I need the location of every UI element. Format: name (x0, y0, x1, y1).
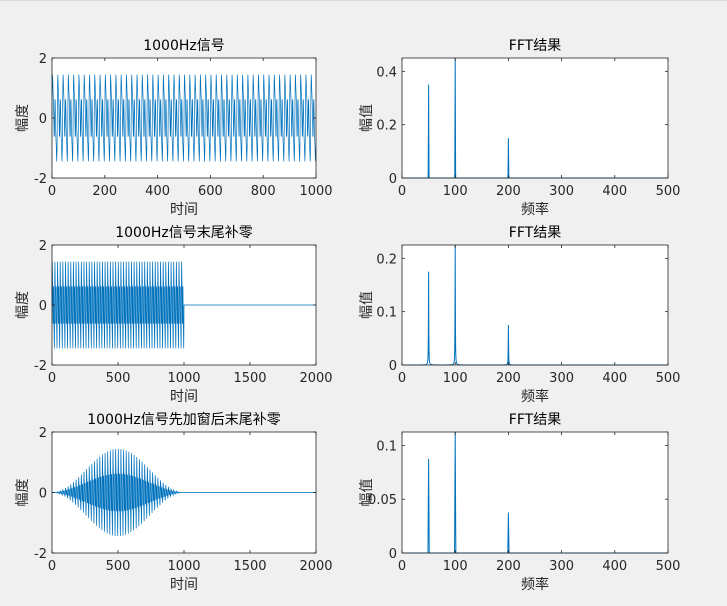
y-axis-label: 幅值 (359, 291, 375, 319)
x-tick-label: 200 (496, 559, 521, 574)
x-tick-label: 500 (656, 371, 681, 386)
chart-title: 1000Hz信号先加窗后末尾补零 (87, 411, 281, 428)
y-tick-label: 2 (39, 52, 47, 67)
y-tick-label: 0 (39, 299, 47, 314)
y-tick-label: 0 (39, 112, 47, 127)
axes-box (401, 244, 669, 366)
series-line (51, 261, 316, 349)
x-tick-label: 400 (145, 184, 170, 199)
plot-area (402, 432, 668, 553)
x-tick-label: 200 (496, 371, 521, 386)
y-tick-label: 0.05 (368, 493, 397, 508)
x-tick-label: 0 (48, 371, 56, 386)
x-tick-label: 2000 (299, 559, 332, 574)
x-tick-label: 800 (251, 184, 276, 199)
x-tick-label: 600 (198, 184, 223, 199)
x-tick-label: 200 (496, 184, 521, 199)
x-axis-label: 时间 (170, 202, 198, 218)
x-tick-label: 1000 (167, 371, 200, 386)
axes-box (401, 431, 669, 554)
y-tick-label: 0.2 (376, 119, 397, 134)
x-tick-label: 500 (656, 184, 681, 199)
y-axis-label: 幅度 (15, 479, 31, 507)
x-tick-label: 100 (443, 184, 468, 199)
x-tick-label: 0 (48, 559, 56, 574)
x-tick-label: 0 (398, 559, 406, 574)
y-axis-label: 幅度 (15, 104, 31, 132)
series-line (52, 448, 316, 537)
y-tick-label: 0 (389, 359, 397, 374)
x-axis-label: 频率 (521, 201, 549, 218)
x-tick-label: 100 (443, 559, 468, 574)
x-tick-label: 500 (106, 559, 131, 574)
chart-title: FFT结果 (509, 38, 561, 54)
y-tick-label: 0.2 (376, 252, 397, 267)
x-axis-label: 频率 (521, 388, 549, 405)
x-tick-label: 1000 (167, 559, 200, 574)
y-tick-label: 2 (39, 426, 47, 441)
x-tick-label: 0 (398, 184, 406, 199)
x-tick-label: 400 (602, 559, 627, 574)
y-tick-label: 0 (389, 172, 397, 187)
chart-title: FFT结果 (509, 225, 561, 241)
y-tick-label: 0 (39, 487, 47, 502)
y-tick-label: 0 (389, 547, 397, 562)
x-tick-label: 0 (398, 371, 406, 386)
series-line (51, 74, 317, 162)
y-axis-label: 幅值 (359, 479, 375, 507)
axes-box (401, 57, 669, 179)
y-tick-label: 0.1 (376, 306, 397, 321)
plot-area (402, 58, 668, 178)
y-tick-label: 0.1 (376, 439, 397, 454)
x-tick-label: 500 (106, 371, 131, 386)
y-tick-label: 2 (39, 239, 47, 254)
chart-title: FFT结果 (509, 412, 561, 428)
plot-area (402, 245, 668, 365)
y-tick-label: -2 (34, 172, 47, 187)
x-tick-label: 1500 (233, 371, 266, 386)
y-tick-label: -2 (34, 547, 47, 562)
x-tick-label: 300 (549, 371, 574, 386)
x-tick-label: 0 (48, 184, 56, 199)
y-axis-label: 幅值 (359, 104, 375, 132)
x-tick-label: 400 (602, 371, 627, 386)
x-axis-label: 时间 (170, 389, 198, 405)
window-top-border (0, 0, 727, 1)
x-axis-label: 时间 (170, 577, 198, 593)
y-axis-label: 幅度 (15, 291, 31, 319)
y-tick-label: 0.4 (376, 65, 397, 80)
y-tick-label: -2 (34, 359, 47, 374)
x-axis-label: 频率 (521, 576, 549, 593)
chart-title: 1000Hz信号 (143, 38, 225, 54)
x-tick-label: 1000 (299, 184, 332, 199)
chart-title: 1000Hz信号末尾补零 (115, 225, 253, 241)
x-tick-label: 500 (656, 559, 681, 574)
x-tick-label: 400 (602, 184, 627, 199)
x-tick-label: 200 (92, 184, 117, 199)
x-tick-label: 2000 (299, 371, 332, 386)
x-tick-label: 300 (549, 559, 574, 574)
x-tick-label: 300 (549, 184, 574, 199)
x-tick-label: 100 (443, 371, 468, 386)
x-tick-label: 1500 (233, 559, 266, 574)
